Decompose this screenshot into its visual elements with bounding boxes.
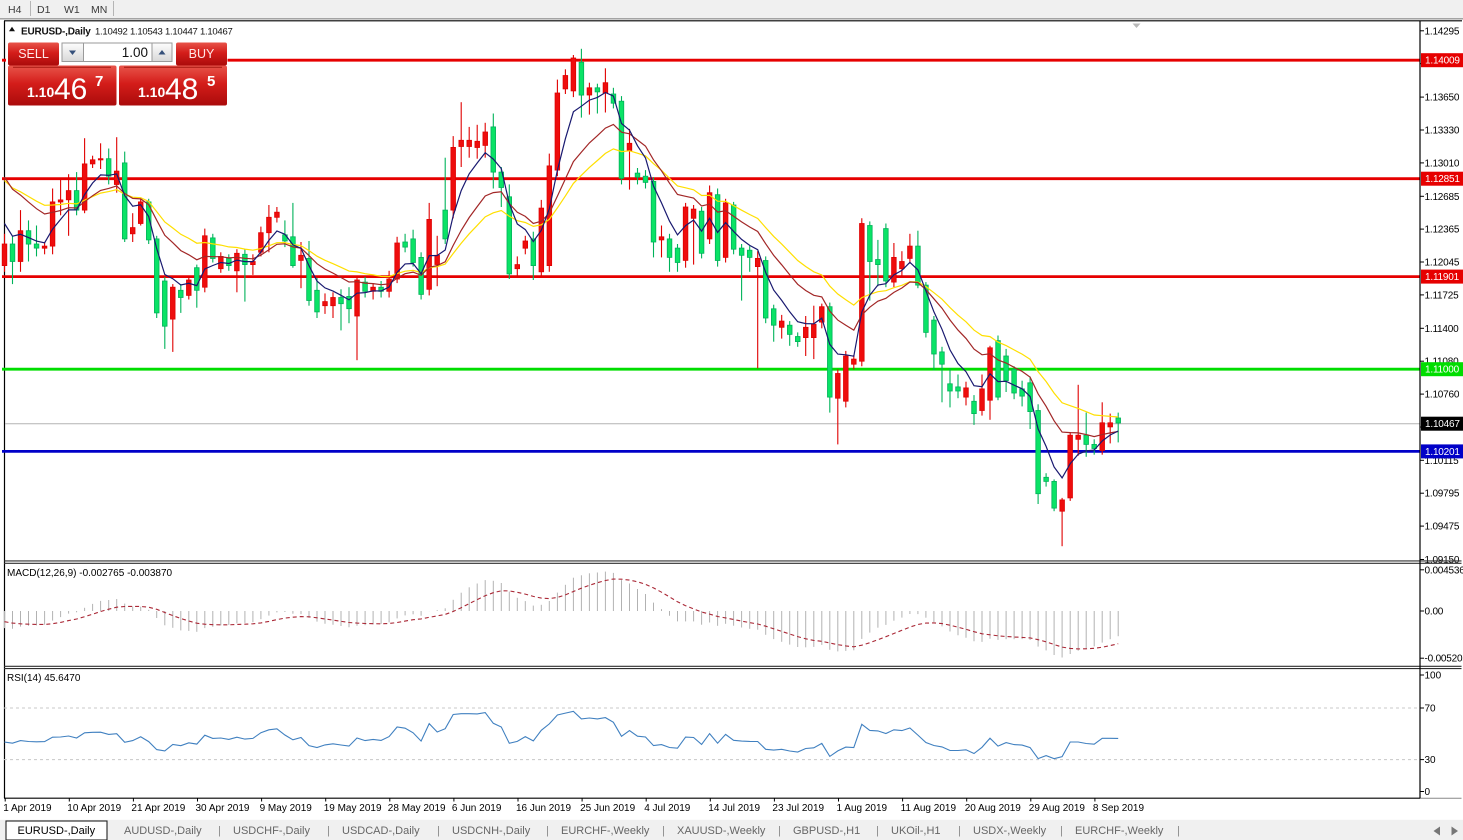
svg-text:1 Apr 2019: 1 Apr 2019 [3, 803, 52, 814]
svg-text:0.004536: 0.004536 [1425, 565, 1463, 576]
svg-text:1.11901: 1.11901 [1425, 272, 1460, 283]
svg-text:XAUUSD-,Weekly: XAUUSD-,Weekly [677, 825, 766, 837]
svg-text:1.09475: 1.09475 [1425, 522, 1460, 533]
svg-text:100: 100 [1425, 671, 1442, 682]
svg-text:|: | [1177, 825, 1180, 837]
svg-text:6 Jun 2019: 6 Jun 2019 [452, 803, 502, 814]
svg-text:AUDUSD-,Daily: AUDUSD-,Daily [124, 825, 202, 837]
svg-text:EURCHF-,Weekly: EURCHF-,Weekly [1075, 825, 1164, 837]
svg-text:1.10: 1.10 [27, 84, 54, 100]
svg-text:48: 48 [165, 73, 198, 106]
svg-text:19 May 2019: 19 May 2019 [324, 803, 382, 814]
svg-text:1.13010: 1.13010 [1425, 158, 1460, 169]
svg-text:MACD(12,26,9) -0.002765 -0.003: MACD(12,26,9) -0.002765 -0.003870 [7, 568, 173, 579]
svg-text:10 Apr 2019: 10 Apr 2019 [67, 803, 121, 814]
svg-text:14 Jul 2019: 14 Jul 2019 [708, 803, 760, 814]
svg-text:4 Jul 2019: 4 Jul 2019 [644, 803, 691, 814]
svg-text:1.12851: 1.12851 [1425, 174, 1460, 185]
svg-text:USDCNH-,Daily: USDCNH-,Daily [452, 825, 531, 837]
svg-text:1.14009: 1.14009 [1425, 56, 1460, 67]
svg-text:MN: MN [91, 4, 107, 16]
svg-text:H4: H4 [8, 4, 22, 16]
svg-text:SELL: SELL [18, 47, 49, 61]
svg-text:8 Sep 2019: 8 Sep 2019 [1093, 803, 1145, 814]
svg-text:BUY: BUY [189, 47, 215, 61]
svg-text:USDCAD-,Daily: USDCAD-,Daily [342, 825, 420, 837]
svg-text:|: | [778, 825, 781, 837]
svg-text:28 May 2019: 28 May 2019 [388, 803, 446, 814]
svg-text:30 Apr 2019: 30 Apr 2019 [196, 803, 250, 814]
svg-text:GBPUSD-,H1: GBPUSD-,H1 [793, 825, 860, 837]
svg-text:|: | [327, 825, 330, 837]
svg-text:1.14295: 1.14295 [1425, 26, 1460, 37]
svg-text:1.13330: 1.13330 [1425, 126, 1460, 137]
svg-text:16 Jun 2019: 16 Jun 2019 [516, 803, 571, 814]
svg-text:|: | [958, 825, 961, 837]
svg-text:1.00: 1.00 [122, 45, 148, 60]
svg-text:1.10492 1.10543 1.10447 1.1046: 1.10492 1.10543 1.10447 1.10467 [95, 27, 233, 38]
svg-text:20 Aug 2019: 20 Aug 2019 [965, 803, 1022, 814]
svg-text:1.12365: 1.12365 [1425, 225, 1460, 236]
svg-text:1.11000: 1.11000 [1425, 365, 1460, 376]
svg-text:|: | [218, 825, 221, 837]
svg-text:46: 46 [54, 73, 87, 106]
svg-text:0.00: 0.00 [1425, 607, 1444, 618]
svg-text:EURUSD-,Daily: EURUSD-,Daily [21, 27, 91, 38]
svg-text:11 Aug 2019: 11 Aug 2019 [901, 803, 957, 814]
svg-text:|: | [437, 825, 440, 837]
svg-text:1.09795: 1.09795 [1425, 489, 1460, 500]
svg-text:70: 70 [1425, 704, 1437, 715]
svg-text:1.12685: 1.12685 [1425, 192, 1460, 203]
svg-text:25 Jun 2019: 25 Jun 2019 [580, 803, 635, 814]
svg-text:9 May 2019: 9 May 2019 [260, 803, 313, 814]
svg-text:USDX-,Weekly: USDX-,Weekly [973, 825, 1047, 837]
svg-text:1.11725: 1.11725 [1425, 290, 1460, 301]
svg-text:UKOil-,H1: UKOil-,H1 [891, 825, 941, 837]
svg-text:|: | [546, 825, 549, 837]
svg-text:|: | [876, 825, 879, 837]
svg-text:USDCHF-,Daily: USDCHF-,Daily [233, 825, 311, 837]
svg-text:1.10201: 1.10201 [1425, 447, 1460, 458]
svg-text:0: 0 [1425, 787, 1431, 798]
svg-text:-0.005205: -0.005205 [1425, 654, 1463, 665]
svg-text:21 Apr 2019: 21 Apr 2019 [131, 803, 185, 814]
svg-text:1.11400: 1.11400 [1425, 324, 1460, 335]
svg-text:1.10115: 1.10115 [1425, 456, 1460, 467]
svg-text:29 Aug 2019: 29 Aug 2019 [1029, 803, 1086, 814]
svg-text:5: 5 [207, 73, 215, 90]
svg-text:EURUSD-,Daily: EURUSD-,Daily [18, 825, 96, 837]
svg-text:RSI(14) 45.6470: RSI(14) 45.6470 [7, 673, 81, 684]
svg-text:W1: W1 [64, 4, 80, 16]
svg-text:1.10760: 1.10760 [1425, 390, 1460, 401]
svg-text:23 Jul 2019: 23 Jul 2019 [772, 803, 824, 814]
svg-text:1.12045: 1.12045 [1425, 258, 1460, 269]
svg-text:EURCHF-,Weekly: EURCHF-,Weekly [561, 825, 650, 837]
svg-text:|: | [662, 825, 665, 837]
svg-text:D1: D1 [37, 4, 51, 16]
svg-text:1.13650: 1.13650 [1425, 93, 1460, 104]
svg-text:1.10: 1.10 [138, 84, 165, 100]
svg-text:|: | [1060, 825, 1063, 837]
svg-text:1 Aug 2019: 1 Aug 2019 [837, 803, 888, 814]
svg-text:30: 30 [1425, 755, 1437, 766]
svg-text:7: 7 [95, 73, 103, 90]
svg-text:1.10467: 1.10467 [1425, 419, 1460, 430]
